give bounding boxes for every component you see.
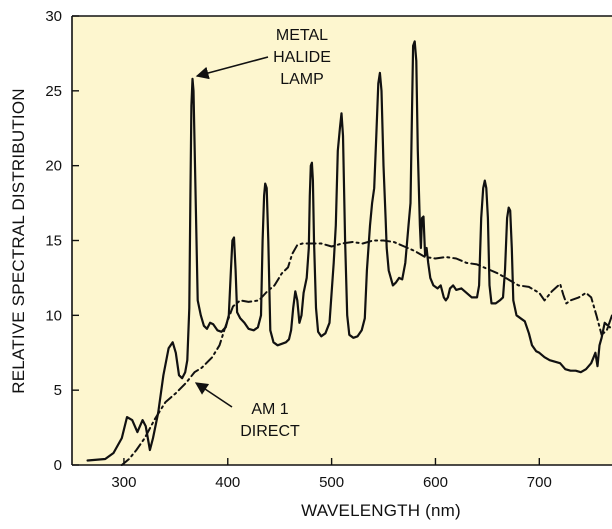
y-tick-label: 15 xyxy=(45,233,62,250)
annotation-arrow xyxy=(195,56,269,80)
plot-area xyxy=(72,16,612,465)
y-tick-label: 30 xyxy=(45,8,62,25)
y-axis-title: RELATIVE SPECTRAL DISTRIBUTION xyxy=(9,88,28,393)
axes xyxy=(71,15,612,466)
series-line-metal-halide xyxy=(86,40,611,462)
annotation-am1-direct: AM 1 DIRECT xyxy=(194,382,300,440)
annotation-line: DIRECT xyxy=(240,423,300,440)
annotation-line: HALIDE xyxy=(273,49,331,66)
x-tick-label: 600 xyxy=(423,474,448,491)
annotation-metal-halide-lamp: METAL HALIDE LAMP xyxy=(195,27,331,88)
y-tick-label: 20 xyxy=(45,158,62,175)
annotation-line: AM 1 xyxy=(251,401,288,418)
series-line-am1-direct xyxy=(120,239,612,466)
x-tick-label: 700 xyxy=(527,474,552,491)
y-tick-label: 5 xyxy=(54,382,62,399)
x-tick-label: 400 xyxy=(215,474,240,491)
x-tick-label: 300 xyxy=(111,474,136,491)
y-tick-label: 0 xyxy=(54,457,62,474)
annotation-line: LAMP xyxy=(280,71,324,88)
y-tick-label: 10 xyxy=(45,307,62,324)
y-tick-label: 25 xyxy=(45,83,62,100)
annotation-arrow xyxy=(194,382,233,408)
annotation-line: METAL xyxy=(276,27,328,44)
tick-labels: 0 5 10 15 20 25 30 300 400 500 600 700 xyxy=(45,8,552,491)
series-layer xyxy=(86,40,612,466)
x-axis-title: WAVELENGTH (nm) xyxy=(301,501,461,520)
x-tick-label: 500 xyxy=(319,474,344,491)
